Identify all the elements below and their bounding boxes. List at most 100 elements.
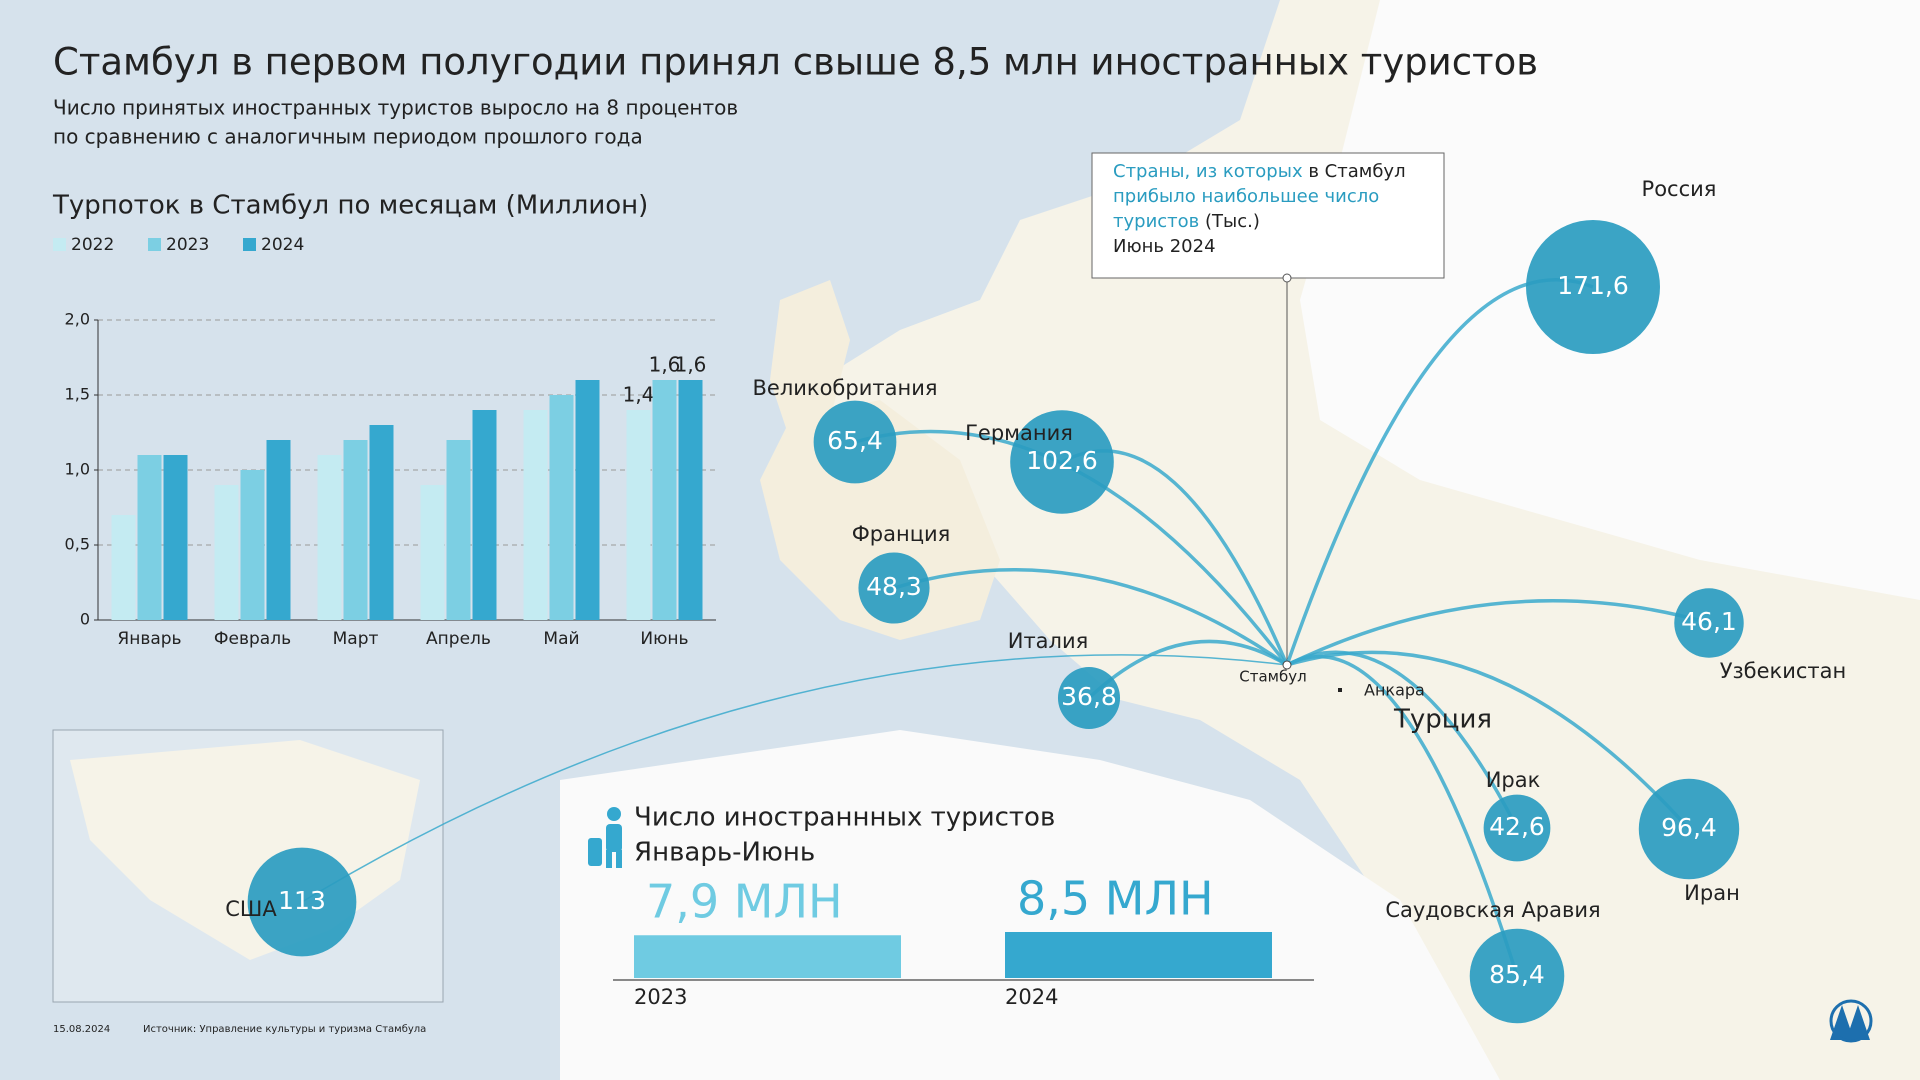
bubble-label: 48,3: [866, 572, 922, 601]
value-label: 1,6: [675, 353, 707, 377]
bar: [575, 380, 600, 620]
box-title-part: (Тыс.): [1199, 211, 1260, 232]
bubble-label: 42,6: [1489, 812, 1545, 841]
city-label: Анкара: [1364, 681, 1425, 700]
bar: [163, 455, 188, 620]
subtitle: Число принятых иностранных туристов выро…: [53, 96, 738, 120]
legend-label: 2023: [166, 235, 209, 255]
flow-arc: [893, 568, 1289, 667]
box-title: прибыло наибольшее число: [1113, 186, 1379, 207]
value-label: 7,9 МЛН: [646, 875, 843, 929]
box-subtitle: Июнь 2024: [1113, 236, 1216, 257]
pointer-dot: [1282, 273, 1292, 283]
person-icon: [588, 807, 622, 868]
country-label: Турция: [1393, 705, 1492, 735]
bubble: [1010, 410, 1114, 514]
source: Источник: Управление культуры и туризма …: [143, 1024, 426, 1035]
x-tick-label: 2023: [634, 985, 687, 1009]
country-label: Ирак: [1486, 768, 1541, 792]
x-tick-label: Январь: [117, 629, 181, 649]
bubble: [858, 552, 930, 624]
country-label: Иран: [1684, 881, 1740, 905]
info-box: [1091, 152, 1445, 279]
bubble: [1674, 588, 1744, 658]
y-tick-label: 1,0: [65, 460, 90, 479]
country-label: Франция: [852, 522, 951, 546]
subtitle: по сравнению с аналогичным периодом прош…: [53, 125, 643, 149]
bar: [446, 440, 471, 620]
bar: [214, 485, 239, 620]
bubble: [1057, 666, 1121, 730]
country-label: Италия: [1008, 629, 1089, 653]
bar: [678, 380, 703, 620]
bubble: [1526, 220, 1660, 354]
flow-arc: [301, 654, 1288, 903]
box-title-part: в Стамбул: [1303, 161, 1406, 182]
bubble: [1483, 794, 1551, 862]
bubble: [1469, 928, 1565, 1024]
date: 15.08.2024: [53, 1024, 110, 1035]
chart-title: Турпоток в Стамбул по месяцам (Миллион): [52, 191, 648, 221]
country-label: Великобритания: [753, 376, 938, 400]
box-title-part: Страны, из которых: [1113, 161, 1303, 182]
bubble: [1638, 778, 1740, 880]
bubble-label: 46,1: [1681, 607, 1737, 636]
x-tick-label: Июнь: [640, 629, 688, 649]
land-britain: [770, 280, 850, 440]
bar: [317, 455, 342, 620]
bubble: [247, 847, 357, 957]
x-tick-label: Март: [333, 629, 379, 649]
bubble-label: 85,4: [1489, 960, 1545, 989]
y-tick-label: 0,5: [65, 535, 90, 554]
bubble-label: 102,6: [1026, 446, 1098, 475]
bar: [266, 440, 291, 620]
bubble-label: 36,8: [1061, 682, 1117, 711]
country-label: Россия: [1642, 177, 1717, 201]
bar: [1005, 932, 1272, 978]
value-label: 1,6: [649, 353, 681, 377]
bubble-label: 171,6: [1557, 271, 1629, 300]
flow-arc: [1286, 599, 1710, 667]
bubble: [813, 400, 897, 484]
box-title-part: прибыло наибольшее число: [1113, 186, 1379, 207]
legend-swatch: [148, 238, 161, 251]
bar: [549, 395, 574, 620]
value-label: 1,4: [623, 383, 655, 407]
logo: [1829, 999, 1873, 1043]
bubble-label: 113: [278, 886, 326, 915]
bar: [369, 425, 394, 620]
country-label: Германия: [965, 421, 1073, 445]
bar: [420, 485, 445, 620]
bubble-label: 96,4: [1661, 813, 1717, 842]
bar: [523, 410, 548, 620]
box-title: Страны, из которых в Стамбул: [1113, 161, 1406, 182]
bar: [634, 935, 901, 978]
flow-arc: [1286, 650, 1519, 829]
y-tick-label: 0: [80, 610, 90, 629]
bar: [240, 470, 265, 620]
y-tick-label: 2,0: [65, 310, 90, 329]
legend-label: 2022: [71, 235, 114, 255]
bar: [137, 455, 162, 620]
x-tick-label: Февраль: [214, 629, 291, 649]
bar: [626, 410, 651, 620]
x-tick-label: Май: [543, 629, 579, 649]
bubble-label: 65,4: [827, 426, 883, 455]
city-dot: [1282, 660, 1292, 670]
value-label: 8,5 МЛН: [1017, 872, 1214, 926]
x-tick-label: Апрель: [426, 629, 491, 649]
city-dot: [1338, 688, 1342, 692]
bar: [111, 515, 136, 620]
bar: [652, 380, 677, 620]
legend-swatch: [243, 238, 256, 251]
box-title: туристов (Тыс.): [1113, 211, 1260, 232]
bar: [472, 410, 497, 620]
legend-label: 2024: [261, 235, 304, 255]
city-label: Стамбул: [1239, 668, 1306, 686]
land-africa: [560, 730, 1500, 1080]
y-tick-label: 1,5: [65, 385, 90, 404]
legend-swatch: [53, 238, 66, 251]
country-label: Узбекистан: [1720, 659, 1847, 683]
